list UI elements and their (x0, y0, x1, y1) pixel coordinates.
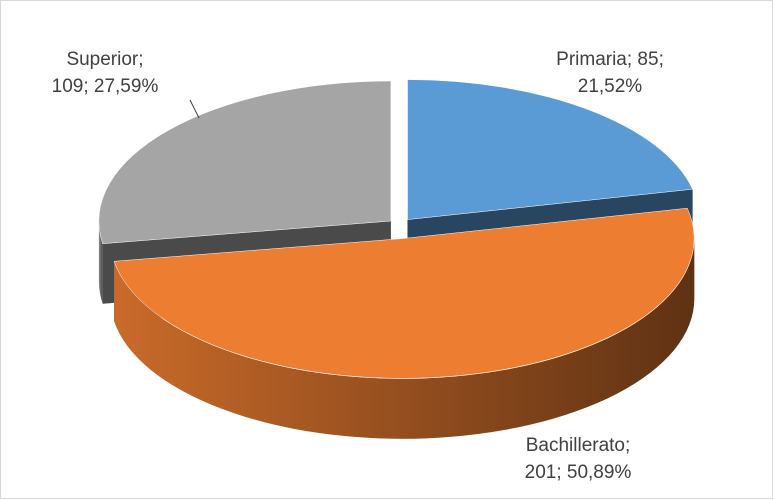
shade (98, 221, 103, 304)
slice (113, 207, 695, 379)
leader-line (189, 99, 200, 119)
slice (98, 80, 392, 244)
data-label: Superior; 109; 27,59% (51, 49, 159, 97)
shade (114, 238, 695, 439)
data-label: Bachillerato; 201; 50,89% (524, 435, 632, 483)
data-label: Primaria; 85; 21,52% (556, 49, 664, 97)
slice (407, 79, 693, 220)
